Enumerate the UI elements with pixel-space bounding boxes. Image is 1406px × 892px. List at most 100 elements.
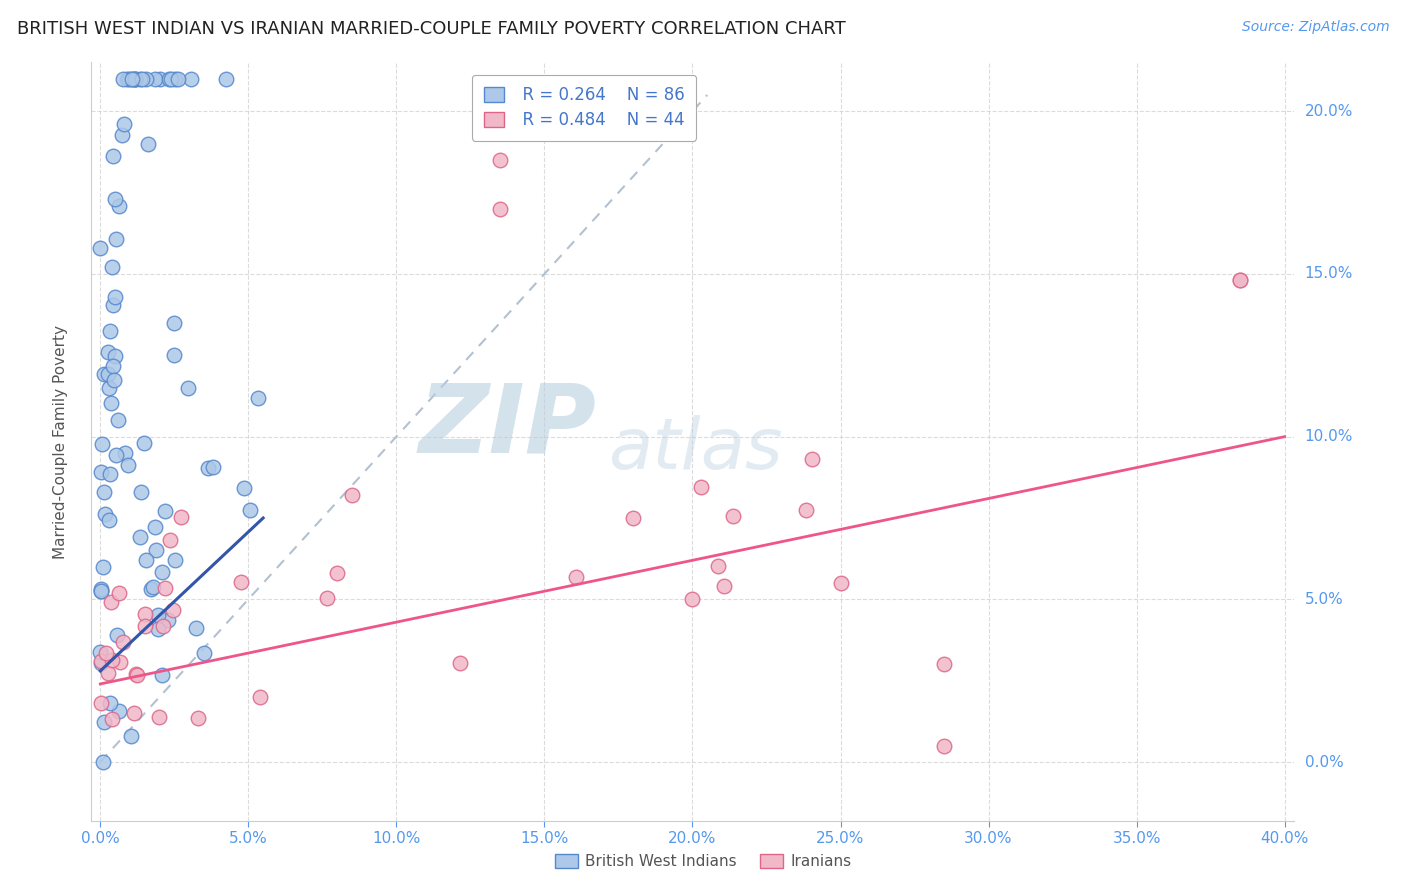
Text: Source: ZipAtlas.com: Source: ZipAtlas.com: [1241, 20, 1389, 34]
Point: [105, 628, 128, 642]
Point: [143, 520, 166, 534]
Point: [163, 348, 186, 362]
Point: [101, 359, 124, 374]
Point: [249, 690, 271, 704]
Point: [131, 485, 153, 500]
Point: [152, 619, 174, 633]
Point: [97, 513, 120, 527]
Point: [489, 153, 512, 167]
Point: [326, 566, 349, 581]
Point: [163, 71, 186, 86]
Point: [104, 349, 127, 363]
Point: [150, 668, 173, 682]
Point: [90, 583, 112, 598]
Legend: British West Indians, Iranians: British West Indians, Iranians: [548, 848, 858, 875]
Point: [120, 729, 142, 743]
Point: [233, 481, 256, 495]
Point: [117, 458, 139, 472]
Point: [180, 71, 202, 86]
Point: [114, 445, 136, 459]
Point: [121, 71, 143, 86]
Point: [489, 202, 512, 216]
Point: [127, 668, 149, 682]
Point: [108, 704, 131, 718]
Point: [97, 665, 120, 680]
Point: [139, 582, 162, 597]
Legend:   R = 0.264    N = 86,   R = 0.484    N = 44: R = 0.264 N = 86, R = 0.484 N = 44: [472, 75, 696, 141]
Point: [621, 511, 644, 525]
Point: [103, 149, 125, 163]
Point: [239, 502, 262, 516]
Point: [201, 459, 224, 474]
Text: BRITISH WEST INDIAN VS IRANIAN MARRIED-COUPLE FAMILY POVERTY CORRELATION CHART: BRITISH WEST INDIAN VS IRANIAN MARRIED-C…: [17, 20, 845, 37]
Point: [721, 508, 744, 523]
Point: [108, 199, 131, 213]
Point: [184, 621, 207, 635]
Point: [136, 136, 159, 151]
Point: [98, 324, 121, 338]
Point: [1229, 273, 1251, 287]
Point: [124, 71, 146, 86]
Point: [247, 391, 270, 405]
Point: [340, 488, 363, 502]
Point: [93, 714, 115, 729]
Point: [713, 578, 735, 592]
Point: [162, 602, 184, 616]
Point: [90, 583, 112, 598]
Point: [135, 553, 157, 567]
Point: [129, 530, 152, 544]
Point: [146, 607, 169, 622]
Point: [215, 71, 238, 86]
Point: [108, 585, 131, 599]
Point: [91, 437, 114, 451]
Point: [111, 635, 134, 649]
Point: [165, 553, 187, 567]
Point: [170, 509, 193, 524]
Point: [145, 542, 167, 557]
Point: [93, 367, 115, 381]
Point: [149, 71, 172, 86]
Text: 20.0%: 20.0%: [1305, 103, 1353, 119]
Point: [90, 582, 112, 596]
Point: [830, 576, 852, 591]
Point: [1229, 273, 1251, 287]
Point: [98, 467, 121, 481]
Point: [90, 655, 112, 669]
Point: [796, 503, 818, 517]
Point: [105, 449, 128, 463]
Point: [934, 739, 956, 753]
Point: [689, 480, 711, 494]
Text: 0.0%: 0.0%: [1305, 755, 1343, 770]
Point: [125, 667, 148, 681]
Point: [197, 461, 219, 475]
Point: [143, 71, 166, 86]
Point: [124, 71, 146, 86]
Text: 5.0%: 5.0%: [1305, 592, 1343, 607]
Point: [801, 451, 824, 466]
Point: [89, 645, 111, 659]
Point: [115, 71, 138, 86]
Point: [104, 192, 127, 206]
Point: [111, 128, 134, 142]
Point: [135, 71, 157, 86]
Point: [112, 117, 135, 131]
Point: [100, 396, 122, 410]
Point: [193, 646, 215, 660]
Point: [108, 656, 131, 670]
Point: [159, 533, 181, 548]
Point: [163, 316, 186, 330]
Point: [100, 595, 122, 609]
Point: [104, 290, 127, 304]
Point: [101, 712, 124, 726]
Point: [97, 367, 120, 381]
Text: ZIP: ZIP: [419, 380, 596, 473]
Point: [156, 613, 179, 627]
Point: [315, 591, 337, 606]
Point: [150, 566, 173, 580]
Point: [97, 344, 120, 359]
Point: [91, 560, 114, 574]
Text: atlas: atlas: [609, 415, 783, 483]
Point: [122, 706, 145, 720]
Point: [153, 581, 176, 595]
Point: [90, 696, 112, 710]
